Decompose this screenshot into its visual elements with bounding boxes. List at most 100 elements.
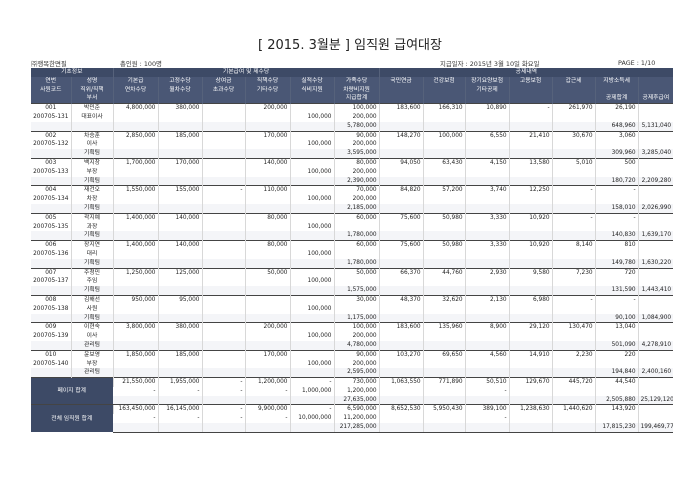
total-cell	[551, 395, 596, 405]
cell-col1: 200705-131	[31, 112, 71, 122]
total-cell: 2,505,880	[594, 395, 639, 405]
total-cell: 199,469,770	[637, 423, 674, 433]
table-row: 관리팀 2,595,000 194,840 2,400,160	[31, 368, 674, 378]
value-cell: 100,000	[333, 103, 380, 113]
value-cell: 1,550,000	[112, 185, 158, 196]
header-cell: 고용보험	[508, 76, 553, 86]
cell-col2: 차승훈	[70, 130, 113, 141]
value-cell	[464, 222, 510, 232]
value-cell: 4,150	[464, 157, 510, 168]
header-cell	[508, 94, 553, 104]
table-row: 200705-131 대표이사 100,000 200,000	[31, 112, 674, 122]
total-cell: 27,635,000	[333, 395, 380, 405]
value-cell: 2,400,160	[637, 368, 674, 378]
cell-col1: 200705-132	[31, 140, 71, 150]
value-cell	[422, 231, 466, 241]
value-cell: 125,000	[157, 267, 202, 278]
cell-col1: 200705-134	[31, 195, 71, 204]
total-cell: 1,200,000	[333, 386, 380, 396]
cell-col2: 기획팀	[70, 313, 113, 323]
value-cell: 1,700,000	[112, 157, 158, 168]
value-cell: 100,000	[289, 140, 334, 150]
value-cell	[201, 222, 245, 232]
value-cell	[464, 149, 510, 159]
total-cell: -	[289, 377, 334, 387]
total-cell: 1,200,000	[244, 377, 290, 387]
value-cell: 2,230	[551, 349, 596, 360]
value-cell	[289, 185, 334, 196]
value-cell: 2,850,000	[112, 130, 158, 141]
value-cell	[201, 176, 245, 186]
value-cell: 4,780,000	[333, 340, 380, 351]
cell-col1: 003	[31, 157, 71, 168]
value-cell: 2,209,280	[637, 176, 674, 186]
value-cell: 7,230	[551, 267, 596, 278]
table-row: 200705-137 주임 100,000	[31, 277, 674, 287]
value-cell	[551, 167, 596, 177]
total-label: 전체 임직원 합계	[31, 404, 113, 433]
value-cell	[378, 359, 424, 369]
cell-col1: 200705-135	[31, 222, 71, 232]
cell-col1: 008	[31, 294, 71, 305]
value-cell	[112, 149, 158, 159]
header-cell: 기본급여 및 제수당	[112, 68, 380, 77]
value-cell: 10,920	[508, 212, 553, 223]
header-cell: 직위/직책	[70, 85, 113, 95]
total-cell	[594, 414, 639, 424]
value-cell	[464, 258, 510, 269]
cell-col2: 관리팀	[70, 368, 113, 378]
value-cell	[201, 212, 245, 223]
value-cell: 100,000	[422, 130, 466, 141]
value-cell: 100,000	[289, 249, 334, 259]
value-cell: 1,575,000	[333, 286, 380, 296]
header-cell	[422, 94, 466, 104]
page-number: PAGE : 1/10	[618, 59, 656, 67]
value-cell	[637, 212, 674, 223]
value-cell	[378, 340, 424, 351]
value-cell	[464, 304, 510, 314]
value-cell: -	[594, 294, 639, 305]
value-cell	[201, 149, 245, 159]
total-label: 페이지 합계	[31, 377, 113, 405]
value-cell: 12,250	[508, 185, 553, 196]
value-cell	[157, 149, 202, 159]
value-cell	[289, 240, 334, 250]
value-cell: 5,131,040	[637, 121, 674, 132]
total-cell: 10,000,000	[289, 414, 334, 424]
total-cell	[551, 414, 596, 424]
value-cell	[378, 332, 424, 341]
header-cell	[508, 85, 553, 95]
value-cell	[464, 167, 510, 177]
value-cell	[201, 240, 245, 250]
cell-col1	[31, 313, 71, 323]
value-cell	[422, 149, 466, 159]
header-cell: 기초정보	[31, 68, 113, 77]
value-cell	[464, 231, 510, 241]
value-cell: 501,090	[594, 340, 639, 351]
value-cell	[422, 195, 466, 204]
table-row: 기획팀 1,575,000 131,590 1,443,410	[31, 286, 674, 296]
value-cell: 185,000	[157, 130, 202, 141]
value-cell: -	[594, 212, 639, 223]
value-cell	[378, 149, 424, 159]
header-cell: 가족수당	[333, 76, 380, 86]
value-cell: 75,600	[378, 212, 424, 223]
value-cell	[201, 349, 245, 360]
value-cell	[551, 222, 596, 232]
value-cell	[244, 368, 290, 378]
value-cell	[201, 267, 245, 278]
header-row: 부서 지급합계 공제합계 공제후급여	[31, 94, 674, 104]
total-cell	[157, 395, 202, 405]
header-cell: 기본급	[112, 76, 158, 86]
value-cell	[201, 322, 245, 333]
value-cell	[422, 277, 466, 287]
value-cell: 80,000	[333, 157, 380, 168]
table-row: 200705-135 과장 100,000	[31, 222, 674, 232]
value-cell	[201, 203, 245, 214]
value-cell: 95,000	[157, 294, 202, 305]
value-cell: 194,840	[594, 368, 639, 378]
value-cell	[201, 313, 245, 323]
value-cell	[594, 140, 639, 150]
cell-col2: 재건오	[70, 185, 113, 196]
